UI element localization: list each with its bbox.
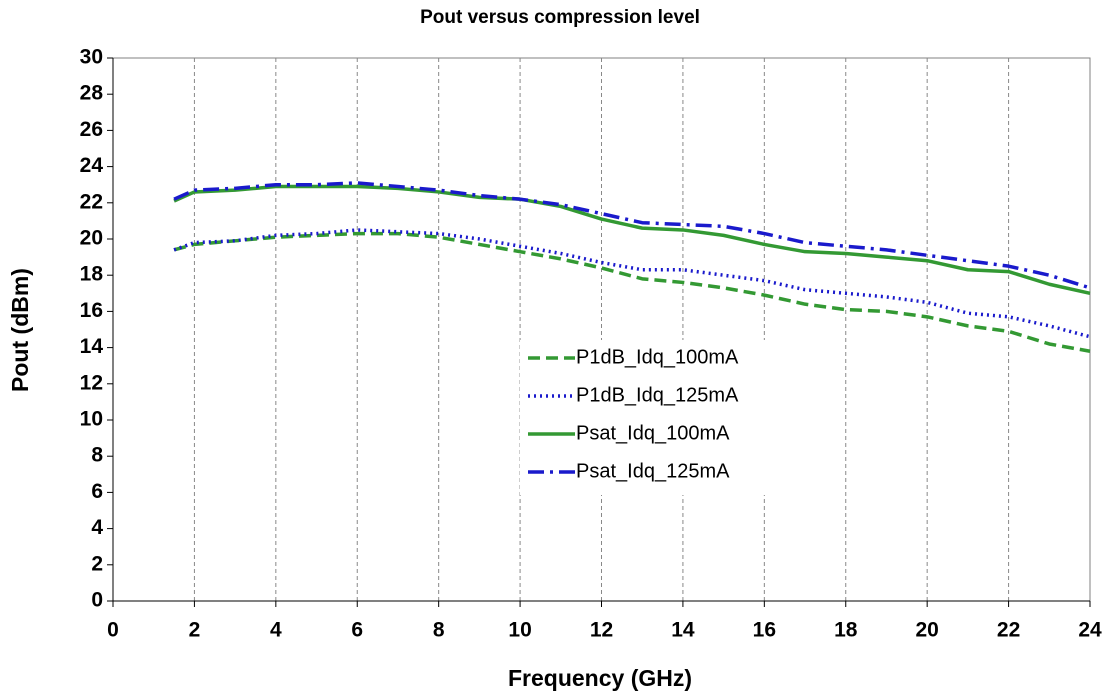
plot-area — [112, 57, 1091, 602]
y-tick-label: 4 — [91, 516, 103, 539]
legend: P1dB_Idq_100mA P1dB_Idq_125mA Psat_Idq_100… — [520, 340, 815, 495]
y-tick-label: 30 — [80, 46, 103, 69]
y-tick-label: 24 — [80, 154, 104, 177]
legend-label: Psat_Idq_125mA — [576, 460, 730, 482]
series-line — [173, 181, 1091, 290]
x-axis-label: Frequency (GHz) — [508, 665, 692, 691]
y-tick-label: 6 — [91, 480, 103, 503]
y-tick-label: 0 — [91, 589, 103, 612]
y-tick-label: 26 — [80, 118, 103, 141]
y-tick-label: 20 — [80, 227, 103, 250]
x-tick-label: 20 — [915, 619, 938, 642]
x-tick-label: 22 — [997, 619, 1020, 642]
y-tick-label: 10 — [80, 408, 103, 431]
y-tick-label: 14 — [80, 335, 104, 358]
y-axis-label: Pout (dBm) — [7, 268, 33, 392]
x-tick-label: 12 — [590, 619, 613, 642]
chart-title: Pout versus compression level — [420, 7, 700, 28]
x-tick-label: 6 — [351, 619, 363, 642]
x-tick-label: 16 — [753, 619, 776, 642]
y-tick-label: 28 — [80, 82, 104, 105]
x-tick-label: 24 — [1078, 619, 1102, 642]
x-tick-label: 0 — [107, 619, 119, 642]
legend-box — [520, 340, 815, 495]
legend-label: Psat_Idq_100mA — [576, 422, 730, 444]
x-tick-label: 4 — [270, 619, 282, 642]
series-line — [173, 228, 1091, 339]
x-tick-label: 10 — [508, 619, 531, 642]
series-line — [173, 231, 1091, 353]
legend-label: P1dB_Idq_125mA — [576, 384, 739, 406]
x-tick-label: 14 — [671, 619, 695, 642]
series-line — [173, 184, 1091, 296]
y-tick-label: 12 — [80, 371, 103, 394]
y-tick-label: 16 — [80, 299, 103, 322]
x-tick-label: 2 — [189, 619, 201, 642]
y-tick-label: 8 — [91, 444, 103, 467]
y-tick-label: 22 — [80, 190, 103, 213]
y-tick-label: 2 — [91, 552, 103, 575]
legend-label: P1dB_Idq_100mA — [576, 346, 739, 368]
y-tick-label: 18 — [80, 263, 104, 286]
x-tick-label: 18 — [834, 619, 858, 642]
x-tick-label: 8 — [433, 619, 445, 642]
